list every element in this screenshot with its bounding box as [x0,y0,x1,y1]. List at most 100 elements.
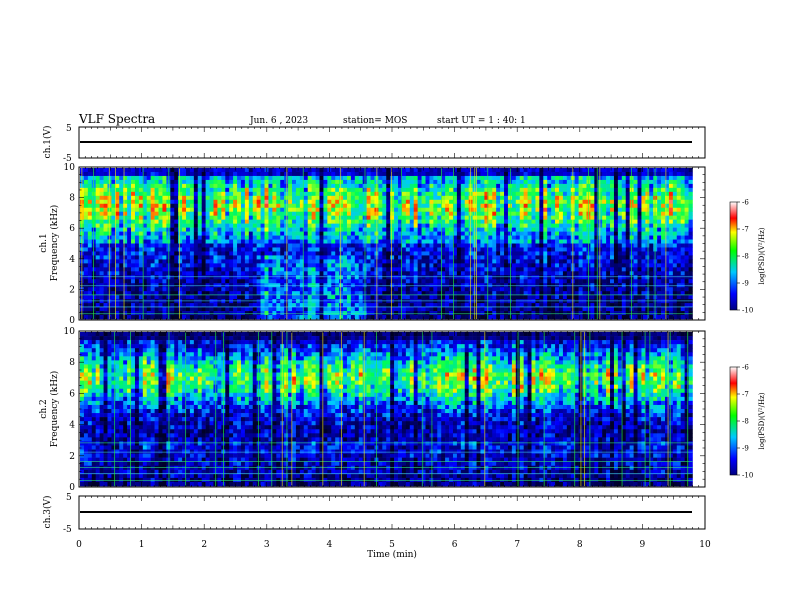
spectrogram-cell [272,315,277,320]
spectrogram-cell [205,291,210,296]
spectrogram-cell [268,199,273,205]
spectrogram-cell [566,279,572,284]
spectrogram-cell [547,311,552,316]
spectrogram-cell [539,311,544,316]
spectrogram-cell [464,203,469,209]
spectrogram-cell [292,227,297,232]
spectrogram-cell [170,283,175,288]
spectrogram-cell [119,271,124,276]
spectrogram-cell [401,255,407,260]
spectrogram-cell [240,251,246,256]
spectrogram-cell [178,191,183,197]
spectrogram-cell [382,235,387,240]
spectrogram-cell [539,187,544,193]
spectrogram-cell [386,291,391,296]
spectrogram-cell [225,239,230,244]
spectrogram-cell [504,247,509,252]
spectrogram-cell [256,195,261,201]
spectrogram-cell [233,247,238,252]
spectrogram-cell [452,227,458,232]
spectrogram-cell [452,171,458,177]
spectrogram-cell [413,219,418,224]
spectrogram-cell [115,211,120,216]
spectrogram-cell [480,227,485,232]
spectrogram-cell [531,191,536,197]
spectrogram-cell [445,187,450,193]
spectrogram-cell [366,295,371,300]
spectrogram-cell [256,227,261,232]
spectrogram-cell [150,215,155,220]
spectrogram-cell [547,231,552,236]
spectrogram-cell [276,287,281,292]
spectrogram-cell [519,187,524,193]
spectrogram-cell [217,203,222,209]
spectrogram-cell [460,195,466,201]
spectrogram-cell [531,275,536,280]
spectrogram-cell [480,211,485,216]
spectrogram-cell [335,219,340,224]
spectrogram-cell [299,243,305,248]
spectrogram-cell [445,207,450,213]
spectrogram-cell [197,199,203,205]
spectrogram-cell [83,179,89,185]
spectrogram-cell [115,207,120,213]
spectrogram-cell [511,255,517,260]
spectrogram-cell [437,171,442,177]
spectrogram-cell [476,283,481,288]
spectrogram-cell [339,219,344,224]
spectrogram-cell [170,307,175,312]
spectrogram-cell [303,235,309,240]
spectrogram-cell [256,223,261,228]
spectrogram-cell [331,179,336,185]
spectrogram-cell [558,295,564,300]
spectrogram-cell [229,211,234,216]
spectrogram-cell [103,243,108,248]
spectrogram-cell [280,275,285,280]
spectrogram-cell [515,267,521,272]
spectrogram-cell [83,287,89,292]
spectrogram-cell [221,187,226,193]
spectrogram-cell [354,295,360,300]
spectrogram-cell [292,283,297,288]
spectrogram-cell [193,275,199,280]
spectrogram-cell [555,303,560,308]
spectrogram-cell [111,239,116,244]
spectrogram-cell [174,235,179,240]
spectrogram-cell [256,263,261,268]
spectrogram-cell [134,215,140,220]
spectrogram-cell [131,279,136,284]
spectrogram-cell [531,287,536,292]
spectrogram-cell [170,168,175,173]
spectrogram-cell [221,287,226,292]
spectrogram-cell [441,187,446,193]
spectrogram-cell [127,243,132,248]
spectrogram-cell [123,231,128,236]
spectrogram-cell [401,195,407,201]
spectrogram-cell [233,207,238,213]
spectrogram-cell [378,315,383,320]
spectrogram-cell [131,219,136,224]
spectrogram-cell [401,271,407,276]
spectrogram-cell [260,295,265,300]
spectrogram-cell [292,239,297,244]
spectrogram-cell [401,243,407,248]
spectrogram-cell [264,195,269,201]
spectrogram-cell [311,207,316,213]
spectrogram-cell [354,199,360,205]
spectrogram-cell [390,227,395,232]
spectrogram-cell [456,303,462,308]
spectrogram-cell [264,175,269,181]
spectrogram-cell [111,231,116,236]
spectrogram-cell [193,287,199,292]
spectrogram-cell [115,315,120,320]
spectrogram-cell [115,215,120,220]
spectrogram-cell [519,315,524,320]
spectrogram-cell [115,311,120,316]
spectrogram-cell [295,231,301,236]
spectrogram-cell [150,223,155,228]
spectrogram-cell [539,231,544,236]
spectrogram-cell [425,203,430,209]
spectrogram-cell [323,267,328,272]
spectrogram-cell [386,235,391,240]
